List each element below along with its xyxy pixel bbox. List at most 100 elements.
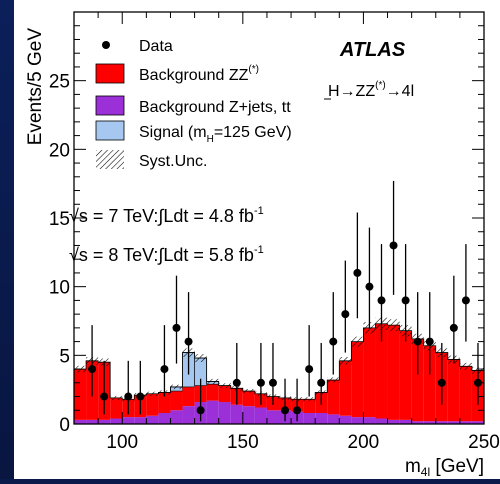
zjets-bar: [375, 418, 388, 424]
data-point: [425, 337, 434, 346]
data-point: [401, 296, 410, 305]
syst-band-bin: [206, 378, 219, 384]
x-tick-label: 100: [106, 432, 138, 453]
legend-zz-label: Background ZZ(*): [139, 64, 259, 84]
zjets-bar: [98, 419, 111, 424]
zjets-bar: [387, 419, 400, 424]
legend-data-marker: [102, 41, 110, 49]
legend-zz-swatch: [95, 63, 125, 84]
zjets-bar: [218, 402, 231, 424]
data-point: [437, 378, 446, 387]
zz-bar: [146, 393, 159, 416]
zz-bar: [303, 399, 316, 414]
x-axis-label: m4l [GeV]: [405, 456, 484, 479]
syst-band-bin: [74, 365, 87, 373]
zz-bar: [182, 386, 195, 407]
legend-signal-swatch: [95, 120, 125, 141]
data-point: [232, 378, 241, 387]
zjets-bar: [122, 417, 135, 424]
y-tick-label: 25: [49, 72, 70, 93]
zjets-bar: [351, 417, 364, 424]
legend-zjets-label: Background Z+jets, tt: [139, 99, 291, 116]
energy-label-7tev: √s = 7 TeV:∫Ldt = 4.8 fb-1: [69, 205, 264, 226]
zz-bar: [74, 369, 87, 420]
zz-bar: [387, 325, 400, 420]
data-point: [160, 365, 169, 374]
zjets-bar: [86, 419, 99, 424]
syst-band-bin: [351, 336, 364, 347]
data-point: [341, 310, 350, 319]
syst-band-bin: [459, 362, 472, 370]
zjets-bar: [363, 417, 376, 424]
plot-panel: 100 150 200 250 0 5 10 15 20 25 Events/5 GeV m4l …: [14, 0, 500, 479]
zjets-bar: [170, 410, 183, 424]
process-label: H→ZZ(*)→4l: [328, 80, 414, 100]
data-point: [473, 378, 482, 387]
zjets-bar: [411, 421, 424, 424]
data-point: [329, 337, 338, 346]
data-point: [196, 406, 205, 415]
data-point: [88, 365, 97, 374]
zz-bar: [170, 391, 183, 411]
zz-bar: [351, 341, 364, 418]
data-point: [413, 337, 422, 346]
syst-band-bin: [387, 319, 400, 332]
data-point: [449, 323, 458, 332]
zz-bar: [242, 391, 255, 407]
data-point: [389, 241, 398, 250]
zjets-bar: [423, 421, 436, 424]
legend-signal-label: Signal (mH=125 GeV): [139, 124, 292, 145]
zz-bar: [399, 330, 412, 420]
legend-syst-label: Syst.Unc.: [139, 153, 207, 170]
zz-bar: [375, 323, 388, 419]
data-point: [461, 296, 470, 305]
zjets-bar: [146, 415, 159, 424]
zz-bar: [459, 366, 472, 422]
syst-band-bin: [110, 395, 123, 400]
svg-text:√s = 8 TeV:∫Ldt = 5.8 fb-1: √s = 8 TeV:∫Ldt = 5.8 fb-1: [69, 244, 264, 265]
data-point: [293, 406, 302, 415]
zjets-bar: [459, 421, 472, 424]
zjets-bar: [435, 421, 448, 424]
zjets-bar: [110, 418, 123, 424]
legend-data-label: Data: [139, 38, 173, 55]
y-tick-label: 15: [49, 209, 70, 230]
x-tick-label: 200: [348, 432, 380, 453]
legend-zjets-swatch: [95, 95, 125, 116]
zjets-bar: [242, 406, 255, 424]
zjets-bar: [399, 419, 412, 424]
zz-bar: [206, 384, 219, 401]
zjets-bar: [327, 414, 340, 424]
y-tick-label: 0: [59, 415, 70, 436]
zjets-bar: [230, 404, 243, 424]
zz-bar: [158, 392, 171, 414]
x-tick-label: 150: [227, 432, 259, 453]
data-point: [365, 282, 374, 291]
y-tick-label: 20: [49, 140, 70, 161]
legend-syst-swatch: [96, 150, 124, 169]
zz-bar: [339, 360, 352, 416]
zjets-bar: [447, 421, 460, 424]
zjets-bar: [471, 421, 484, 424]
data-point: [268, 378, 277, 387]
zjets-bar: [158, 413, 171, 424]
zjets-bar: [266, 410, 279, 424]
zjets-bar: [303, 413, 316, 424]
syst-band-bin: [242, 388, 255, 394]
zjets-bar: [182, 406, 195, 424]
zz-bar: [423, 345, 436, 422]
data-point: [317, 378, 326, 387]
x-tick-label: 250: [468, 432, 500, 453]
syst-band-bin: [339, 357, 352, 365]
data-point: [353, 268, 362, 277]
zz-bar: [110, 397, 123, 419]
data-point: [377, 296, 386, 305]
zjets-bar: [339, 415, 352, 424]
zz-bar: [447, 359, 460, 422]
experiment-label: ATLAS: [339, 39, 406, 61]
zz-bar: [327, 380, 340, 415]
syst-band-bin: [146, 391, 159, 396]
y-tick-label: 5: [59, 346, 70, 367]
data-point: [256, 378, 265, 387]
zjets-bar: [254, 407, 267, 424]
